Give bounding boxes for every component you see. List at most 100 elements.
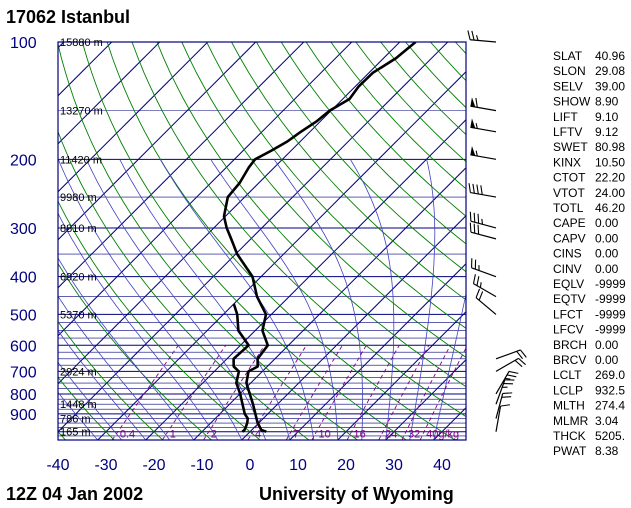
wind-barb-staff <box>495 349 521 360</box>
index-name: EQLV <box>553 277 584 291</box>
temperature-tick-label: 20 <box>337 457 355 474</box>
wind-barb-staff <box>495 379 506 405</box>
wind-barb <box>495 392 513 419</box>
dry-adiabat <box>181 42 466 358</box>
mixing-ratio-line <box>401 345 451 440</box>
wind-barb <box>495 370 519 395</box>
temperature-tick-label: -30 <box>94 457 117 474</box>
wind-barb-full-feather <box>501 396 512 398</box>
dry-adiabat <box>58 200 261 440</box>
index-name: LFCT <box>553 307 584 321</box>
index-value: 0.00 <box>595 338 619 352</box>
wind-barb-full-feather <box>516 350 524 360</box>
data-source: University of Wyoming <box>259 484 454 504</box>
mixing-ratio-label: 4 <box>255 429 261 441</box>
index-value: -9999 <box>595 323 626 337</box>
index-name: BRCV <box>553 353 586 367</box>
index-value: 274.4 <box>595 399 625 413</box>
mixing-ratio-line <box>161 345 227 440</box>
mixing-ratio-label: 1 <box>170 429 176 441</box>
height-label: 13270 m <box>60 106 103 118</box>
pressure-label: 500 <box>10 307 37 324</box>
dry-adiabat <box>256 42 466 273</box>
dry-adiabat <box>58 130 310 440</box>
wind-barb-staff <box>470 105 497 112</box>
temperature-tick-label: 0 <box>246 457 255 474</box>
wind-barb-full-feather <box>506 374 517 378</box>
index-name: KINX <box>553 155 581 169</box>
background-grid <box>58 42 466 440</box>
wind-barb-full-feather <box>473 223 476 234</box>
wind-barb-staff <box>475 297 497 315</box>
pressure-label: 100 <box>10 35 37 52</box>
wind-barb-full-feather <box>502 392 513 394</box>
moist-adiabat <box>58 159 243 440</box>
height-label: 9980 m <box>60 192 97 204</box>
wind-barb <box>471 258 497 278</box>
dry-adiabat <box>305 42 466 217</box>
dry-adiabat <box>58 320 164 440</box>
mixing-ratio-label: 10 <box>318 429 330 441</box>
mixing-ratio-line <box>285 345 343 440</box>
index-value: 40.96 <box>595 49 625 63</box>
wind-barb-full-feather <box>508 370 519 374</box>
index-value: -9999 <box>595 307 626 321</box>
height-label: 5370 m <box>60 309 97 321</box>
wind-barb-staff <box>470 231 497 240</box>
wind-barb-full-feather <box>475 288 481 298</box>
index-value: 24.00 <box>595 186 625 200</box>
wind-barb-pennant <box>470 145 476 156</box>
index-value: 932.5 <box>595 383 625 397</box>
mixing-ratio-line <box>346 345 400 440</box>
pressure-label: 300 <box>10 221 37 238</box>
moist-adiabat <box>210 159 339 440</box>
index-name: VTOT <box>553 186 585 200</box>
wind-barb <box>472 274 497 298</box>
height-label: 6920 m <box>60 272 97 284</box>
wind-barb-staff <box>470 220 497 229</box>
moist-adiabat <box>58 257 195 440</box>
wind-barb-pennant <box>470 118 476 129</box>
moist-adiabat <box>349 159 395 440</box>
index-name: LCLP <box>553 383 583 397</box>
height-label: 165 m <box>60 427 91 439</box>
isotherm-line <box>145 119 466 440</box>
wind-barb-staff <box>495 406 502 432</box>
wind-barb-full-feather <box>473 212 476 223</box>
height-label: 15880 m <box>60 37 103 49</box>
temperature-tick-label: -10 <box>190 457 213 474</box>
temperature-tick-label: 30 <box>385 457 403 474</box>
mixing-ratio-label: 2 <box>211 429 217 441</box>
wind-barb-column <box>467 30 527 432</box>
wind-barb-full-feather <box>476 184 479 195</box>
index-name: SLAT <box>553 49 583 63</box>
index-name: MLMR <box>553 414 589 428</box>
index-name: SWET <box>553 140 588 154</box>
wind-barb-full-feather <box>472 274 476 284</box>
mixing-ratio-label: 7 <box>293 429 299 441</box>
dry-adiabat <box>206 42 466 329</box>
wind-barb-staff <box>470 126 497 133</box>
moist-adiabat <box>119 159 291 440</box>
moist-adiabat <box>159 159 315 440</box>
wind-barb-full-feather <box>518 357 526 366</box>
index-value: 29.08 <box>595 64 625 78</box>
index-value: -9999 <box>595 292 626 306</box>
wind-barb-half-feather <box>475 150 478 157</box>
height-label: 8810 m <box>60 223 97 235</box>
isotherm-line <box>58 42 449 433</box>
wind-barb-staff <box>470 191 497 198</box>
dry-adiabat <box>58 42 358 440</box>
dewpoint-trace <box>232 303 250 433</box>
moist-adiabat <box>58 212 219 440</box>
dry-adiabat <box>280 42 466 245</box>
isotherm-line <box>289 263 466 440</box>
index-value: 5205. <box>595 429 625 443</box>
wind-barb-staff <box>471 267 497 278</box>
mixing-ratio-line <box>203 345 266 440</box>
wind-barb-full-feather <box>467 30 471 40</box>
index-value: 80.98 <box>595 140 625 154</box>
mixing-ratio-line <box>378 345 430 440</box>
wind-barb <box>469 222 497 240</box>
